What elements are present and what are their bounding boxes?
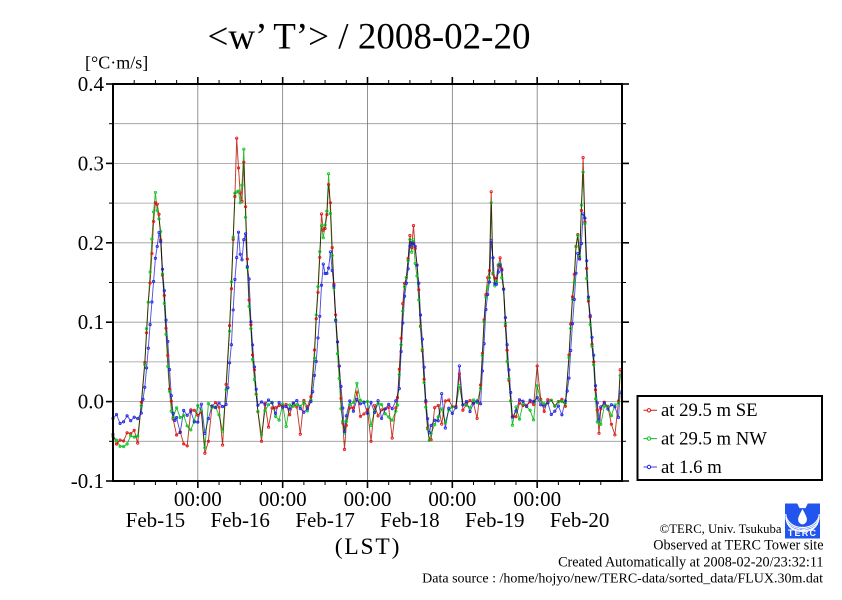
svg-text:00:00: 00:00 [344, 487, 392, 511]
svg-text:©TERC, Univ. Tsukuba: ©TERC, Univ. Tsukuba [660, 522, 782, 536]
svg-text:Feb-19: Feb-19 [465, 508, 525, 532]
svg-text:0.2: 0.2 [78, 231, 104, 255]
svg-text:Feb-16: Feb-16 [210, 508, 270, 532]
svg-text:Feb-20: Feb-20 [550, 508, 610, 532]
svg-text:at 29.5 m SE: at 29.5 m SE [661, 400, 758, 421]
svg-text:0.0: 0.0 [78, 390, 104, 414]
svg-text:Data source : /home/hojyo/new/: Data source : /home/hojyo/new/TERC-data/… [422, 572, 823, 587]
svg-text:Feb-18: Feb-18 [380, 508, 440, 532]
svg-text:Feb-15: Feb-15 [126, 508, 186, 532]
svg-text:TERC: TERC [788, 528, 817, 538]
svg-text:Created Automatically at 2008-: Created Automatically at 2008-02-20/23:3… [558, 554, 823, 570]
svg-text:0.4: 0.4 [78, 72, 105, 96]
svg-text:at 1.6 m: at 1.6 m [661, 457, 722, 478]
svg-text:[°C·m/s]: [°C·m/s] [85, 53, 148, 73]
svg-text:0.1: 0.1 [78, 310, 104, 334]
svg-text:(LST): (LST) [335, 534, 401, 560]
svg-text:00:00: 00:00 [174, 487, 222, 511]
svg-text:00:00: 00:00 [513, 487, 561, 511]
svg-text:00:00: 00:00 [428, 487, 476, 511]
svg-text:<w’ T’> / 2008-02-20: <w’ T’> / 2008-02-20 [208, 17, 531, 58]
svg-text:0.3: 0.3 [78, 151, 104, 175]
svg-text:Observed at TERC Tower site: Observed at TERC Tower site [653, 537, 823, 553]
svg-text:Feb-17: Feb-17 [295, 508, 355, 532]
svg-text:at 29.5 m NW: at 29.5 m NW [661, 428, 767, 449]
svg-text:-0.1: -0.1 [71, 469, 104, 493]
svg-text:00:00: 00:00 [259, 487, 307, 511]
